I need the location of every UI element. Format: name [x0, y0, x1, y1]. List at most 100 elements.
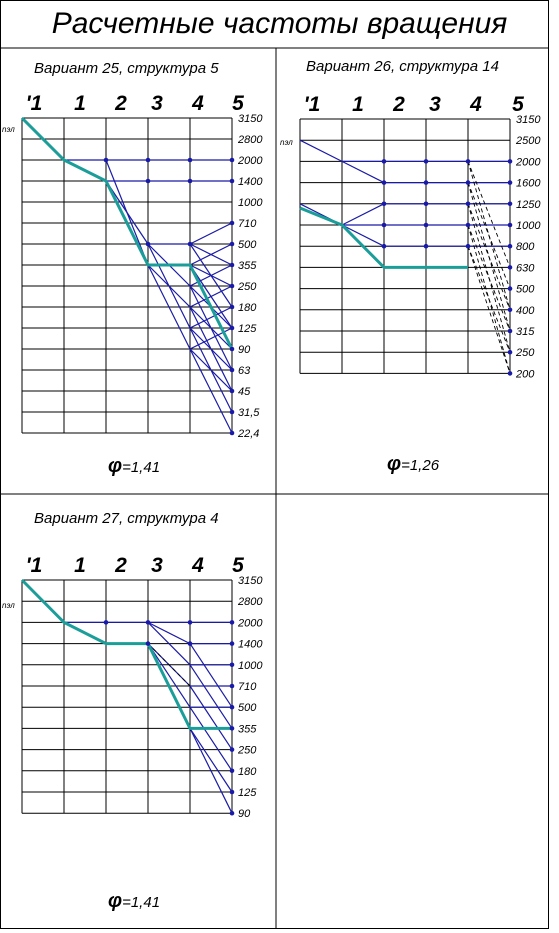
speed-label: 250 [515, 347, 535, 359]
speed-ray [189, 685, 233, 750]
axis-label: nэл [280, 138, 293, 147]
node-dot [229, 726, 235, 731]
speed-label: 710 [238, 218, 257, 230]
node-dot [229, 262, 235, 268]
node-dot [229, 388, 235, 394]
node-dot [187, 241, 193, 247]
node-dot [229, 325, 235, 331]
node-dot [145, 241, 151, 247]
node-dot [145, 620, 151, 625]
node-dot [465, 222, 471, 228]
shaft-label: 4 [191, 92, 204, 115]
speed-ray [467, 203, 511, 353]
shaft-label: '1 [26, 554, 43, 577]
node-dot [423, 201, 429, 207]
node-dot [229, 620, 235, 625]
speed-label: 400 [516, 305, 535, 317]
speed-label: 2000 [237, 617, 263, 629]
design-path [299, 206, 468, 269]
node-dot [507, 243, 513, 249]
speed-ray [299, 139, 343, 162]
node-dot [507, 222, 513, 228]
node-dot [229, 409, 235, 415]
speed-ray [147, 264, 191, 308]
node-dot [381, 243, 387, 249]
speed-ray [147, 264, 191, 350]
axis-label: nэл [2, 125, 15, 134]
speed-ray [467, 224, 511, 374]
node-dot [507, 265, 513, 270]
speed-ray [189, 348, 233, 434]
diagram-27-caption: Вариант 27, структура 4 [34, 510, 219, 527]
node-dot [381, 222, 387, 228]
node-dot [381, 159, 387, 164]
shaft-label: 5 [232, 92, 244, 115]
node-dot [229, 789, 235, 795]
speed-label: 355 [238, 260, 257, 272]
speed-label: 90 [238, 344, 251, 356]
speed-label: 630 [516, 262, 535, 274]
node-dot [381, 180, 387, 185]
node-dot [229, 662, 235, 668]
node-dot [229, 747, 235, 752]
node-dot [229, 283, 235, 289]
speed-ray [189, 664, 233, 729]
shaft-label: 3 [151, 92, 163, 115]
shaft-label: 2 [114, 92, 127, 115]
speed-ray [467, 246, 511, 374]
speed-label: 2800 [237, 596, 263, 608]
node-dot [507, 328, 513, 334]
node-dot [507, 180, 513, 185]
node-dot [507, 201, 513, 207]
speed-ray [189, 728, 233, 814]
node-dot [187, 157, 193, 163]
speed-ray [105, 159, 149, 266]
shaft-label: 2 [392, 93, 405, 116]
speed-label: 1400 [238, 639, 263, 651]
speed-ray [189, 706, 233, 772]
node-dot [465, 180, 471, 185]
speed-ray [189, 348, 233, 392]
node-dot [145, 157, 151, 163]
design-path [20, 578, 232, 730]
node-dot [103, 620, 109, 625]
node-dot [229, 241, 235, 247]
shaft-label: 3 [151, 554, 163, 577]
node-dot [229, 157, 235, 163]
node-dot [423, 180, 429, 185]
diagram-25-caption: Вариант 25, структура 5 [34, 60, 219, 77]
speed-ray [341, 224, 385, 247]
diagram-25-phi: φ=1,41 [108, 455, 161, 477]
node-dot [507, 307, 513, 313]
node-dot [507, 371, 513, 376]
shaft-label: 4 [191, 554, 204, 577]
speed-label: 1000 [238, 660, 263, 672]
speed-label: 31,5 [238, 407, 260, 419]
speed-label: 500 [238, 702, 257, 714]
speed-ray [189, 285, 233, 308]
speed-ray [341, 203, 385, 226]
node-dot [145, 641, 151, 646]
speed-label: 45 [238, 386, 251, 398]
page-title: Расчетные частоты вращения [51, 7, 508, 40]
diagram-26-phi: φ=1,26 [387, 453, 440, 475]
node-dot [229, 683, 235, 689]
speed-label: 355 [238, 723, 257, 735]
speed-label: 250 [237, 745, 257, 757]
shaft-label: 2 [114, 554, 127, 577]
speed-label: 1000 [238, 197, 263, 209]
speed-ray [341, 160, 385, 184]
speed-label: 2800 [237, 134, 263, 146]
speed-label: 3150 [238, 113, 263, 125]
speed-label: 2500 [515, 135, 541, 147]
speed-ray [189, 327, 233, 371]
node-dot [229, 178, 235, 184]
node-dot [465, 243, 471, 249]
speed-ray [189, 306, 233, 350]
node-dot [423, 222, 429, 228]
node-dot [229, 430, 235, 436]
node-dot [145, 178, 151, 184]
speed-label: 710 [238, 681, 257, 693]
node-dot [229, 367, 235, 373]
